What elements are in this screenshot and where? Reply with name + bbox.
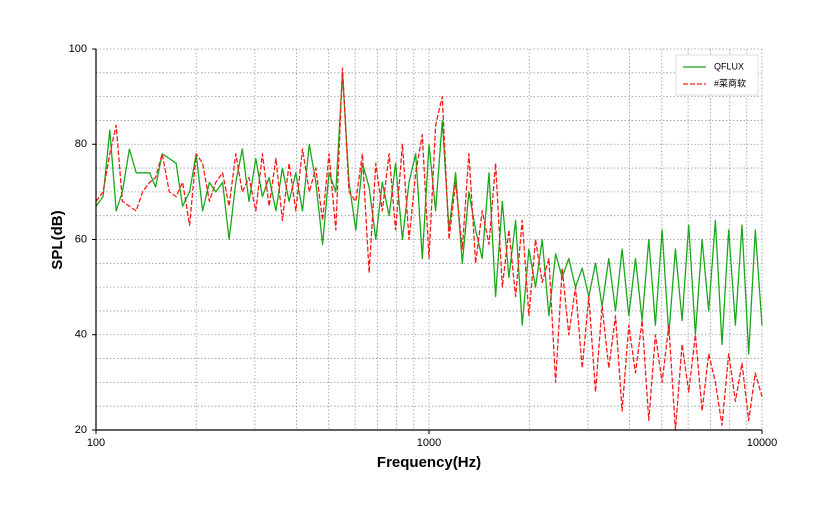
x-axis-title: Frequency(Hz) (377, 454, 481, 471)
x-tick-label: 10000 (747, 437, 778, 449)
legend-label: #菜商软 (714, 77, 746, 88)
y-axis-title: SPL(dB) (49, 210, 66, 269)
y-tick-label: 100 (69, 43, 87, 55)
legend-label: QFLUX (714, 61, 744, 71)
y-tick-label: 80 (75, 138, 87, 150)
legend-box (675, 54, 759, 96)
x-tick-label: 1000 (417, 437, 441, 449)
y-tick-label: 40 (75, 329, 87, 341)
y-tick-label: 20 (75, 424, 87, 436)
y-tick-label: 60 (75, 233, 87, 245)
series-line (95, 67, 763, 431)
x-tick-label: 100 (87, 437, 105, 449)
